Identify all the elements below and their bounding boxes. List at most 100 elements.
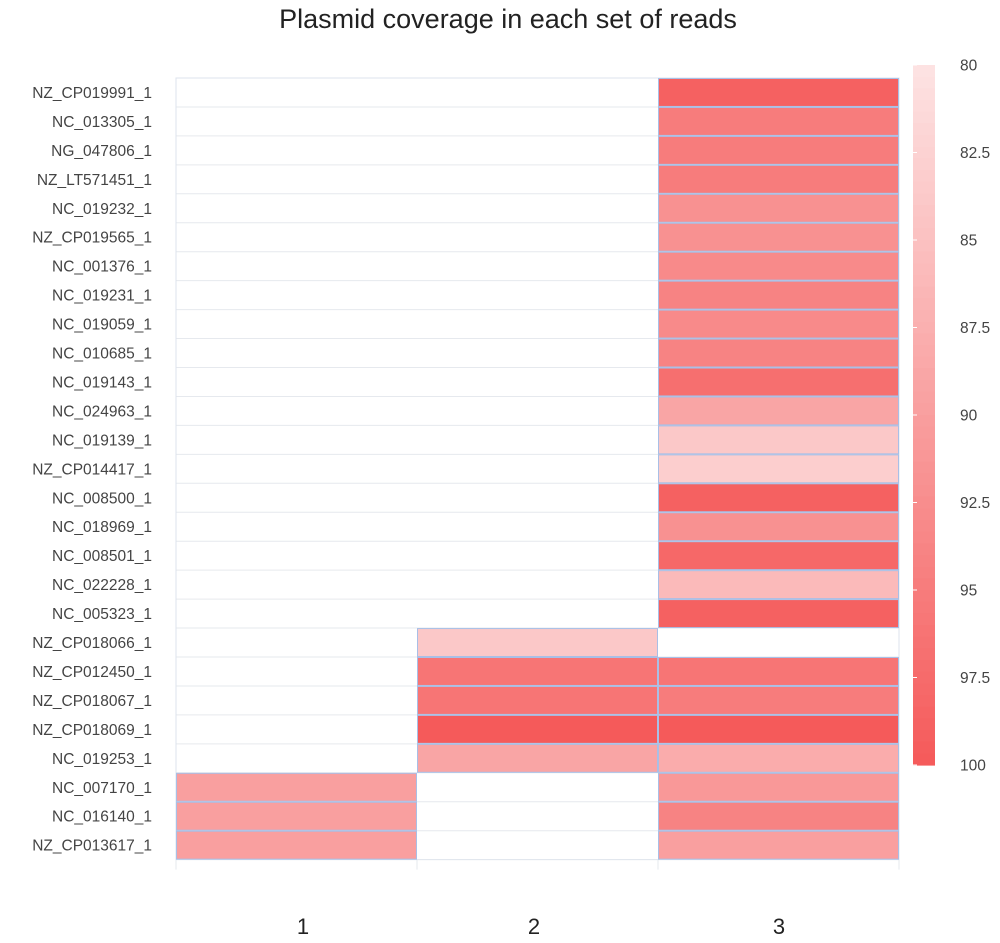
legend-color-step	[913, 111, 935, 124]
heatmap-cell	[176, 801, 417, 831]
heatmap-cell	[658, 425, 899, 455]
legend-color-step	[913, 321, 935, 334]
legend-color-step	[913, 753, 935, 766]
legend-color-step	[913, 531, 935, 544]
legend-color-step	[913, 520, 935, 533]
y-tick-label: NZ_CP014417_1	[32, 461, 152, 478]
legend-color-step	[913, 251, 935, 264]
heatmap-cell	[658, 222, 899, 252]
legend-color-step	[913, 170, 935, 183]
x-tick-label: 1	[297, 914, 309, 939]
legend-color-step	[913, 485, 935, 498]
legend-color-step	[913, 298, 935, 311]
heatmap-cell	[417, 685, 658, 715]
legend-color-step	[913, 578, 935, 591]
heatmap-cell	[658, 106, 899, 136]
heatmap-cell	[658, 599, 899, 629]
legend-color-step	[913, 356, 935, 369]
heatmap-cell	[658, 743, 899, 773]
legend-color-step	[913, 158, 935, 171]
heatmap-cell	[658, 570, 899, 600]
legend-color-step	[913, 555, 935, 568]
legend-color-step	[913, 461, 935, 474]
heatmap-cell	[658, 454, 899, 484]
legend-color-step	[913, 590, 935, 603]
legend-color-step	[913, 695, 935, 708]
y-tick-label: NC_019143_1	[52, 374, 152, 391]
y-tick-label: NC_024963_1	[52, 403, 152, 420]
legend-color-step	[913, 123, 935, 136]
legend-tick-label: 100	[960, 758, 986, 775]
legend-color-step	[913, 473, 935, 486]
y-tick-label: NC_001376_1	[52, 259, 152, 276]
legend-color-step	[913, 88, 935, 101]
legend-color-step	[913, 426, 935, 439]
legend-tick-label: 85	[960, 233, 977, 250]
y-tick-label: NC_005323_1	[52, 606, 152, 623]
legend-color-step	[913, 496, 935, 509]
heatmap-cell	[658, 135, 899, 165]
y-tick-label: NZ_CP019991_1	[32, 85, 152, 102]
heatmap-cell	[658, 367, 899, 397]
legend-color-step	[913, 566, 935, 579]
legend-color-step	[913, 263, 935, 276]
y-tick-label: NZ_CP018069_1	[32, 722, 152, 739]
legend-color-step	[913, 601, 935, 614]
legend-tick-label: 97.5	[960, 670, 990, 687]
legend-color-step	[913, 403, 935, 416]
legend-color-step	[913, 368, 935, 381]
heatmap-cell	[658, 830, 899, 860]
legend-color-step	[913, 65, 935, 78]
legend-color-step	[913, 391, 935, 404]
legend-color-step	[913, 671, 935, 684]
y-tick-label: NZ_CP013617_1	[32, 838, 152, 855]
heatmap-cell	[658, 309, 899, 339]
heatmap-cell	[658, 338, 899, 368]
heatmap-cell	[658, 657, 899, 686]
heatmap-cell	[658, 164, 899, 194]
y-tick-label: NC_013305_1	[52, 114, 152, 131]
legend-color-step	[913, 135, 935, 148]
legend-color-step	[913, 508, 935, 521]
legend-color-step	[913, 625, 935, 638]
heatmap-cell	[176, 772, 417, 802]
legend-color-step	[913, 648, 935, 661]
legend-tick-label: 87.5	[960, 320, 990, 337]
heatmap-cells	[176, 78, 899, 860]
heatmap-cell	[658, 193, 899, 223]
x-tick-label: 3	[773, 914, 785, 939]
x-axis-labels: 1 2 3	[297, 914, 785, 939]
legend-color-step	[913, 706, 935, 719]
y-tick-label: NC_019232_1	[52, 201, 152, 218]
legend-color-step	[913, 240, 935, 253]
y-tick-label: NZ_CP018066_1	[32, 635, 152, 652]
heatmap-cell	[658, 483, 899, 513]
legend-color-step	[913, 205, 935, 218]
heatmap-cell	[658, 251, 899, 281]
legend-color-step	[913, 718, 935, 731]
heatmap-cell	[658, 801, 899, 831]
legend-color-step	[913, 193, 935, 206]
legend-color-step	[913, 100, 935, 113]
y-tick-label: NC_019059_1	[52, 317, 152, 334]
y-tick-label: NZ_CP012450_1	[32, 664, 152, 681]
x-tick-label: 2	[528, 914, 540, 939]
legend-color-step	[913, 146, 935, 159]
legend-color-step	[913, 730, 935, 743]
legend-color-step	[913, 543, 935, 556]
y-tick-label: NZ_CP019565_1	[32, 230, 152, 247]
legend-color-step	[913, 450, 935, 463]
y-tick-label: NZ_LT571451_1	[37, 172, 152, 189]
y-tick-label: NC_016140_1	[52, 809, 152, 826]
color-legend: 80 82.5 85 87.5 90 92.5 95 97.5 100	[913, 58, 990, 775]
legend-color-step	[913, 380, 935, 393]
legend-color-step	[913, 613, 935, 626]
legend-color-step	[913, 333, 935, 346]
legend-color-step	[913, 310, 935, 323]
legend-tick-label: 95	[960, 583, 977, 600]
heatmap-cell	[658, 685, 899, 715]
legend-tick-label: 92.5	[960, 495, 990, 512]
y-tick-label: NC_010685_1	[52, 346, 152, 363]
heatmap-cell	[658, 512, 899, 542]
